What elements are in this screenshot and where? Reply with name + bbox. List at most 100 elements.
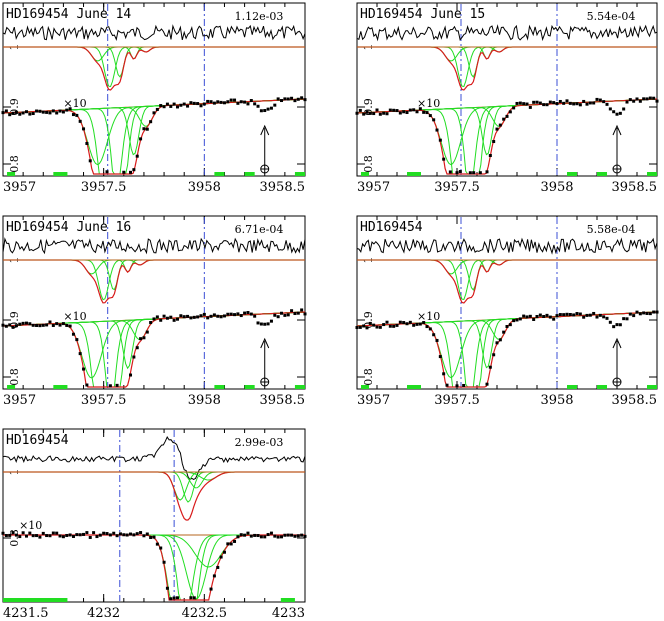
fit-region-bar bbox=[597, 385, 607, 389]
component-line bbox=[3, 46, 305, 87]
data-point bbox=[612, 325, 616, 329]
data-point bbox=[75, 533, 79, 537]
data-point bbox=[4, 109, 8, 113]
data-point bbox=[365, 110, 369, 114]
x-tick-label: 3958 bbox=[188, 393, 221, 408]
data-point bbox=[515, 101, 519, 105]
zoom-factor-label: ×10 bbox=[417, 310, 440, 323]
fit-region-bar bbox=[647, 385, 657, 389]
data-point bbox=[249, 99, 253, 103]
zoom-component-line bbox=[3, 534, 305, 568]
data-point bbox=[582, 315, 586, 319]
data-point bbox=[428, 327, 432, 331]
data-point bbox=[535, 100, 539, 104]
data-point bbox=[283, 313, 287, 317]
residual-line bbox=[2, 237, 306, 255]
data-point bbox=[78, 352, 82, 356]
data-point bbox=[273, 534, 277, 538]
data-point bbox=[129, 373, 133, 377]
data-point bbox=[152, 111, 156, 115]
data-point bbox=[65, 323, 69, 327]
data-point bbox=[155, 315, 159, 319]
zoom-component-line bbox=[2, 311, 306, 341]
x-tick-label: 3958 bbox=[540, 180, 573, 195]
data-point bbox=[189, 101, 193, 105]
zoom-fit-line bbox=[356, 98, 658, 175]
data-point bbox=[528, 314, 532, 318]
fit-region-bar bbox=[567, 385, 577, 389]
data-point bbox=[485, 382, 489, 386]
data-point bbox=[192, 101, 196, 105]
data-point bbox=[11, 111, 15, 115]
data-point bbox=[565, 312, 569, 316]
data-point bbox=[199, 104, 203, 108]
data-point bbox=[172, 596, 176, 600]
data-point bbox=[595, 315, 599, 319]
data-point bbox=[608, 107, 612, 111]
component-line bbox=[357, 259, 657, 291]
data-point bbox=[55, 322, 59, 326]
x-tick-label: 4232 bbox=[87, 606, 120, 621]
plot-frame bbox=[2, 215, 306, 390]
data-point bbox=[18, 535, 22, 539]
data-point bbox=[375, 108, 379, 112]
fit-region-bar bbox=[361, 385, 369, 389]
data-point bbox=[552, 317, 556, 321]
data-point bbox=[21, 111, 25, 115]
fit-region-bar bbox=[647, 172, 657, 176]
data-point bbox=[303, 534, 307, 538]
data-point bbox=[442, 372, 446, 376]
data-point bbox=[236, 312, 240, 316]
data-point bbox=[122, 533, 126, 537]
data-point bbox=[525, 102, 529, 106]
data-point bbox=[362, 112, 366, 116]
fit-region-bar bbox=[294, 172, 305, 176]
data-point bbox=[243, 533, 247, 537]
data-point bbox=[206, 316, 210, 320]
data-point bbox=[58, 323, 62, 327]
data-point bbox=[568, 312, 572, 316]
data-point bbox=[280, 311, 284, 315]
data-point bbox=[290, 96, 294, 100]
data-point bbox=[283, 97, 287, 101]
data-point bbox=[149, 120, 153, 124]
data-point bbox=[169, 315, 173, 319]
data-point bbox=[233, 98, 237, 102]
data-point bbox=[202, 102, 206, 106]
x-tick-label: 3957 bbox=[357, 180, 390, 195]
data-point bbox=[568, 101, 572, 105]
data-point bbox=[142, 534, 146, 538]
data-point bbox=[565, 99, 569, 103]
data-point bbox=[68, 533, 72, 537]
panel-title: HD169454 bbox=[6, 433, 69, 448]
data-point bbox=[45, 534, 49, 538]
component-line bbox=[357, 46, 657, 78]
data-point bbox=[219, 100, 223, 104]
data-point bbox=[286, 97, 290, 101]
residual-line bbox=[356, 24, 658, 42]
data-point bbox=[495, 127, 499, 131]
fit-region-bar bbox=[7, 385, 16, 389]
data-point bbox=[472, 171, 476, 175]
rms-label: 5.54e-04 bbox=[587, 10, 636, 23]
panel-title: HD169454 June 16 bbox=[6, 220, 131, 235]
data-point bbox=[515, 318, 519, 322]
data-point bbox=[45, 323, 49, 327]
zoom-component-line bbox=[3, 534, 305, 601]
data-point bbox=[269, 319, 273, 323]
data-point bbox=[239, 314, 243, 318]
data-point bbox=[588, 313, 592, 317]
component-line bbox=[3, 46, 305, 60]
data-point bbox=[31, 534, 35, 538]
data-point bbox=[438, 138, 442, 142]
fit-region-bar bbox=[53, 172, 68, 176]
data-point bbox=[402, 321, 406, 325]
data-point bbox=[233, 313, 237, 317]
data-point bbox=[189, 596, 193, 600]
component-line bbox=[3, 471, 305, 489]
data-point bbox=[652, 310, 656, 314]
data-point bbox=[572, 102, 576, 106]
data-point bbox=[263, 109, 267, 113]
data-point bbox=[558, 313, 562, 317]
